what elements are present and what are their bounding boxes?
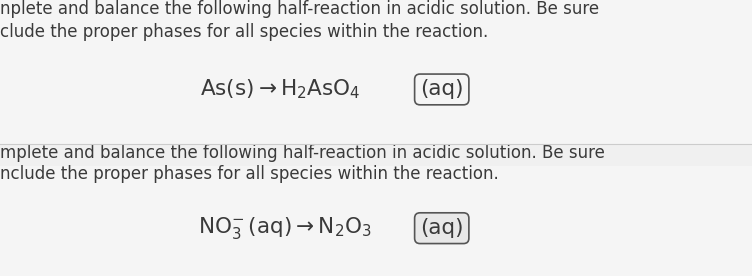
- Text: (aq): (aq): [420, 218, 463, 238]
- Text: nclude the proper phases for all species within the reaction.: nclude the proper phases for all species…: [0, 165, 499, 184]
- Text: clude the proper phases for all species within the reaction.: clude the proper phases for all species …: [0, 23, 488, 41]
- FancyBboxPatch shape: [0, 142, 752, 166]
- Text: nplete and balance the following half-reaction in acidic solution. Be sure: nplete and balance the following half-re…: [0, 0, 599, 18]
- Text: (aq): (aq): [420, 79, 463, 99]
- Text: mplete and balance the following half-reaction in acidic solution. Be sure: mplete and balance the following half-re…: [0, 144, 605, 161]
- Text: $\mathsf{NO_3^{\!-}(aq) \rightarrow N_2O_3}$: $\mathsf{NO_3^{\!-}(aq) \rightarrow N_2O…: [198, 215, 372, 241]
- Text: $\mathsf{As(s) \rightarrow H_2AsO_4}$: $\mathsf{As(s) \rightarrow H_2AsO_4}$: [200, 78, 360, 101]
